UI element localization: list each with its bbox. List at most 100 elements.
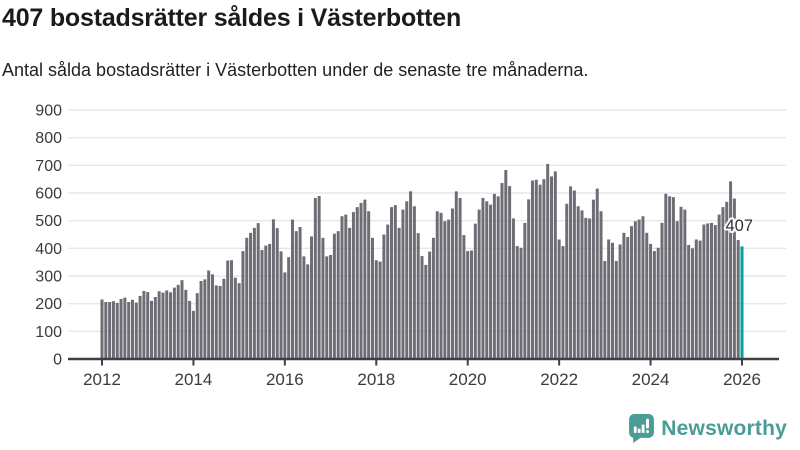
- bar: [130, 299, 134, 359]
- bar: [378, 261, 382, 359]
- bar: [698, 240, 702, 359]
- bar: [348, 227, 352, 359]
- bar: [656, 247, 660, 359]
- bar: [264, 245, 268, 359]
- highlight-value-label: 407: [725, 217, 753, 235]
- newsworthy-brand: Newsworthy: [629, 414, 787, 443]
- bar: [641, 216, 645, 359]
- bar: [508, 186, 512, 359]
- bar: [290, 219, 294, 359]
- brand-name: Newsworthy: [661, 416, 787, 440]
- bar: [386, 224, 390, 359]
- bar: [694, 239, 698, 359]
- bar: [725, 201, 729, 359]
- y-axis-tick-label: 100: [35, 324, 62, 341]
- bar: [363, 199, 367, 359]
- bar: [241, 251, 245, 359]
- bar: [511, 218, 515, 359]
- bar: [150, 300, 154, 359]
- page-title: 407 bostadsrätter såldes i Västerbotten: [2, 4, 462, 32]
- bar: [142, 290, 146, 359]
- bar: [675, 221, 679, 359]
- bar: [123, 297, 127, 359]
- x-axis-tick-label: 2022: [540, 370, 578, 389]
- bar: [367, 211, 371, 359]
- bar: [146, 292, 150, 359]
- bar: [279, 251, 283, 359]
- bar: [134, 302, 138, 359]
- bar: [210, 274, 214, 359]
- bar: [332, 233, 336, 359]
- bar: [500, 183, 504, 359]
- bar: [591, 199, 595, 359]
- bar: [256, 223, 260, 359]
- x-axis-tick-label: 2026: [723, 370, 761, 389]
- bar: [313, 197, 317, 359]
- bar: [283, 272, 287, 359]
- bar: [325, 256, 329, 359]
- bar: [249, 232, 253, 359]
- bar: [454, 191, 458, 359]
- bar: [610, 242, 614, 359]
- bar: [603, 261, 607, 359]
- bar: [690, 248, 694, 359]
- bar: [477, 209, 481, 359]
- bar: [645, 232, 649, 359]
- bar: [218, 285, 222, 359]
- bar: [466, 251, 470, 359]
- bar: [412, 206, 416, 359]
- bar: [127, 302, 131, 359]
- y-axis-tick-label: 300: [35, 269, 62, 286]
- y-axis-tick-label: 900: [35, 103, 62, 120]
- bar: [519, 247, 523, 359]
- bar: [424, 264, 428, 359]
- bar: [542, 179, 546, 359]
- bar: [428, 251, 432, 359]
- bar: [473, 223, 477, 359]
- bar: [222, 278, 226, 359]
- bar: [565, 203, 569, 359]
- bar: [538, 184, 542, 359]
- bar: [649, 243, 653, 359]
- bar: [633, 221, 637, 359]
- bar: [165, 290, 169, 359]
- x-axis-tick-label: 2018: [357, 370, 395, 389]
- bar: [729, 181, 733, 359]
- bar: [100, 299, 104, 359]
- bar: [607, 239, 611, 359]
- bar: [637, 219, 641, 359]
- bar: [252, 227, 256, 359]
- bar: [298, 227, 302, 359]
- bar: [470, 250, 474, 359]
- bar: [660, 222, 664, 359]
- bar: [492, 193, 496, 359]
- bar: [713, 225, 717, 359]
- bar: [614, 261, 618, 359]
- bar: [557, 239, 561, 359]
- x-axis-tick-label: 2016: [266, 370, 304, 389]
- bar: [226, 260, 230, 359]
- bar: [260, 249, 264, 359]
- bar: [199, 280, 203, 359]
- bar: [626, 236, 630, 359]
- x-axis-tick-label: 2020: [449, 370, 487, 389]
- bar: [706, 223, 710, 359]
- y-axis-tick-label: 400: [35, 241, 62, 258]
- bar: [683, 209, 687, 359]
- bar: [302, 256, 306, 359]
- bar: [153, 297, 157, 359]
- bar: [687, 245, 691, 359]
- logo-exclamation-icon: [646, 430, 650, 434]
- bar: [176, 284, 180, 359]
- bar: [409, 191, 413, 359]
- bar: [546, 163, 550, 359]
- bar: [588, 218, 592, 359]
- bar: [214, 285, 218, 359]
- x-axis-tick-label: 2014: [175, 370, 213, 389]
- bar: [115, 302, 119, 359]
- y-axis-tick-label: 500: [35, 213, 62, 230]
- bar: [439, 212, 443, 359]
- bar-highlight: [740, 246, 744, 359]
- bar: [401, 209, 405, 359]
